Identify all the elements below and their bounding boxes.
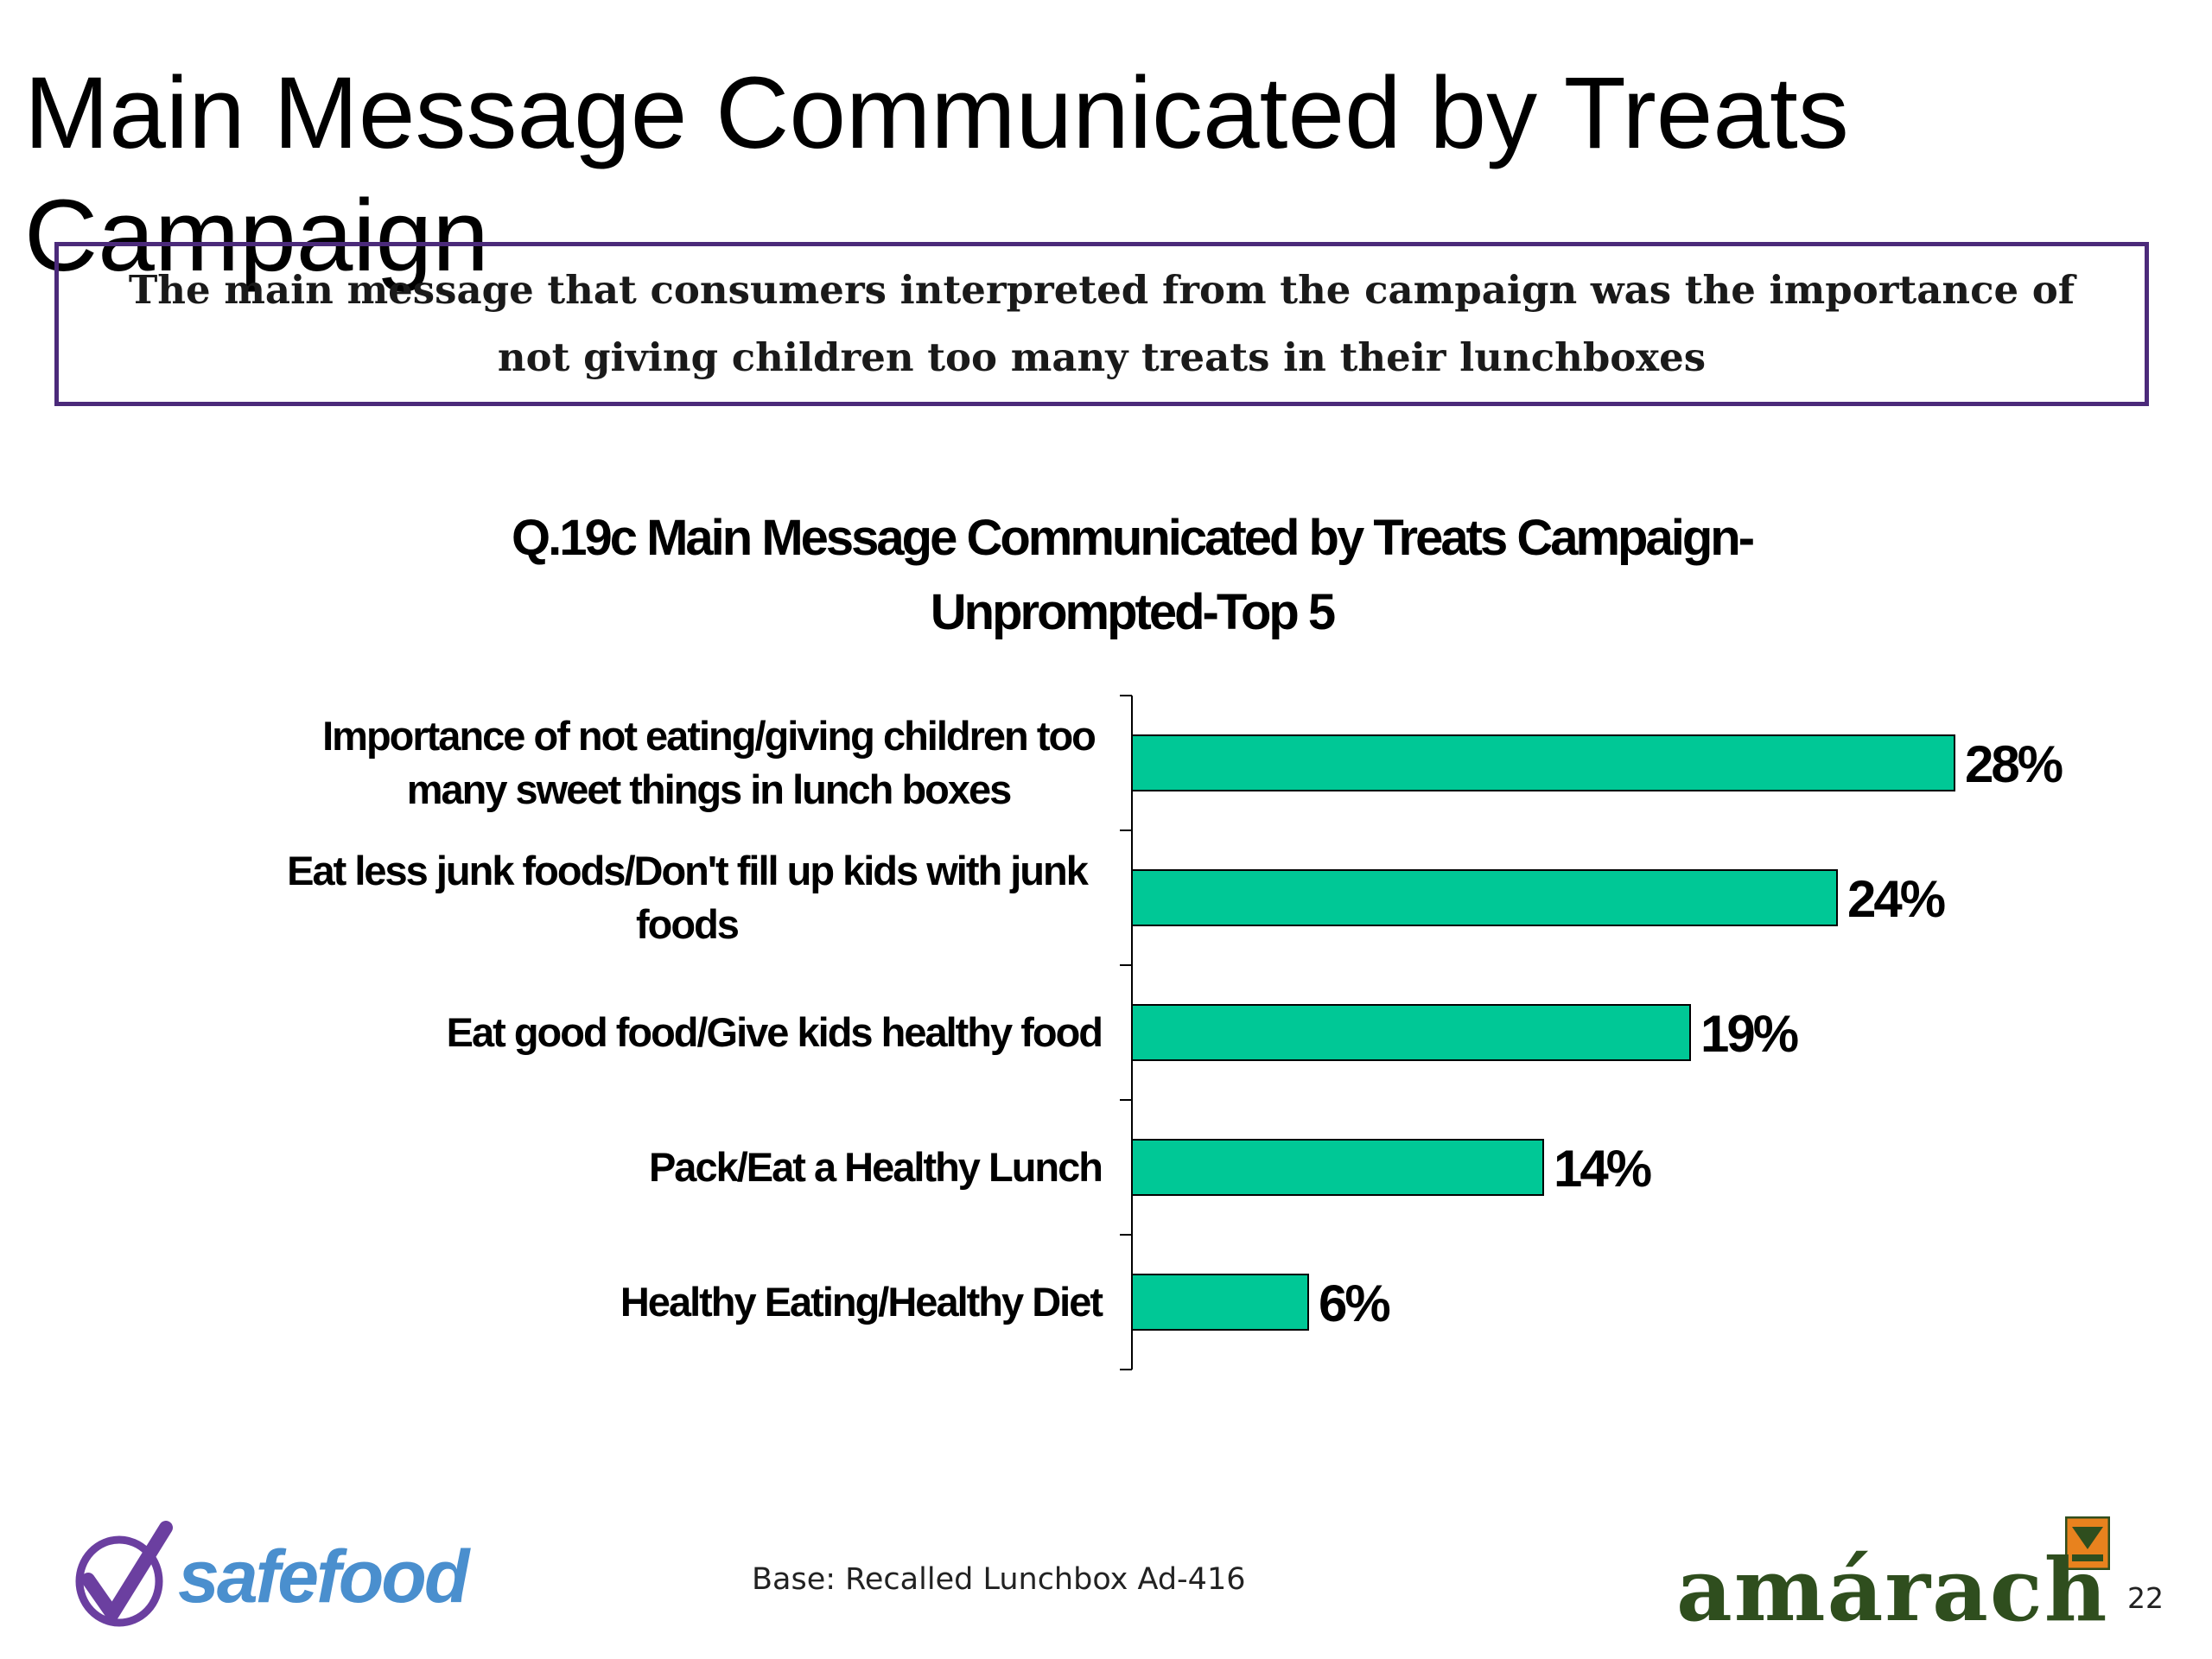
amarach-emblem-icon [2065,1516,2110,1570]
category-label: Healthy Eating/Healthy Diet [620,1279,1103,1325]
category-label: Eat good food/Give kids healthy food [447,1009,1102,1055]
category-label-line: Pack/Eat a Healthy Lunch [649,1144,1102,1190]
category-label-line: Eat good food/Give kids healthy food [447,1009,1102,1055]
key-message-callout: The main message that consumers interpre… [54,242,2149,406]
category-label-line: Importance of not eating/giving children… [322,713,1095,759]
category-label-line: Healthy Eating/Healthy Diet [620,1279,1103,1325]
bar-value-label: 6% [1319,1274,1389,1332]
category-label: Importance of not eating/giving children… [322,713,1095,812]
safefood-logo: safefood [69,1516,469,1637]
bar-value-label: 24% [1847,870,1945,928]
category-label-line: many sweet things in lunch boxes [407,766,1011,812]
page-number: 22 [2127,1581,2164,1615]
amarach-logo-text: amárach [1676,1539,2109,1641]
amarach-logo: amárach [1676,1508,2126,1637]
bar-value-label: 28% [1965,735,2063,793]
category-label-line: foods [636,901,739,947]
chart-title-line-1: Q.19c Main Message Communicated by Treat… [511,510,1755,566]
slide-title: Main Message Communicated by Treats Camp… [24,56,1849,293]
category-label: Pack/Eat a Healthy Lunch [649,1144,1102,1190]
bar-value-label: 14% [1554,1140,1651,1198]
bar [1131,1274,1309,1331]
base-note: Base: Recalled Lunchbox Ad-416 [752,1562,1246,1597]
chart-title-line-2: Unprompted-Top 5 [930,584,1336,640]
key-message-text: The main message that consumers interpre… [128,267,2075,380]
bar-value-label: 19% [1700,1005,1798,1063]
bar [1131,869,1838,926]
category-label-line: Eat less junk foods/Don't fill up kids w… [287,848,1090,893]
bar [1131,1004,1691,1061]
bar [1131,734,1955,791]
chart-title: Q.19c Main Message Communicated by Treat… [259,501,2005,650]
category-label: Eat less junk foods/Don't fill up kids w… [287,848,1090,947]
bar [1131,1139,1544,1196]
checkmark-logo-icon [75,1521,173,1627]
safefood-logo-text: safefood [178,1535,469,1618]
